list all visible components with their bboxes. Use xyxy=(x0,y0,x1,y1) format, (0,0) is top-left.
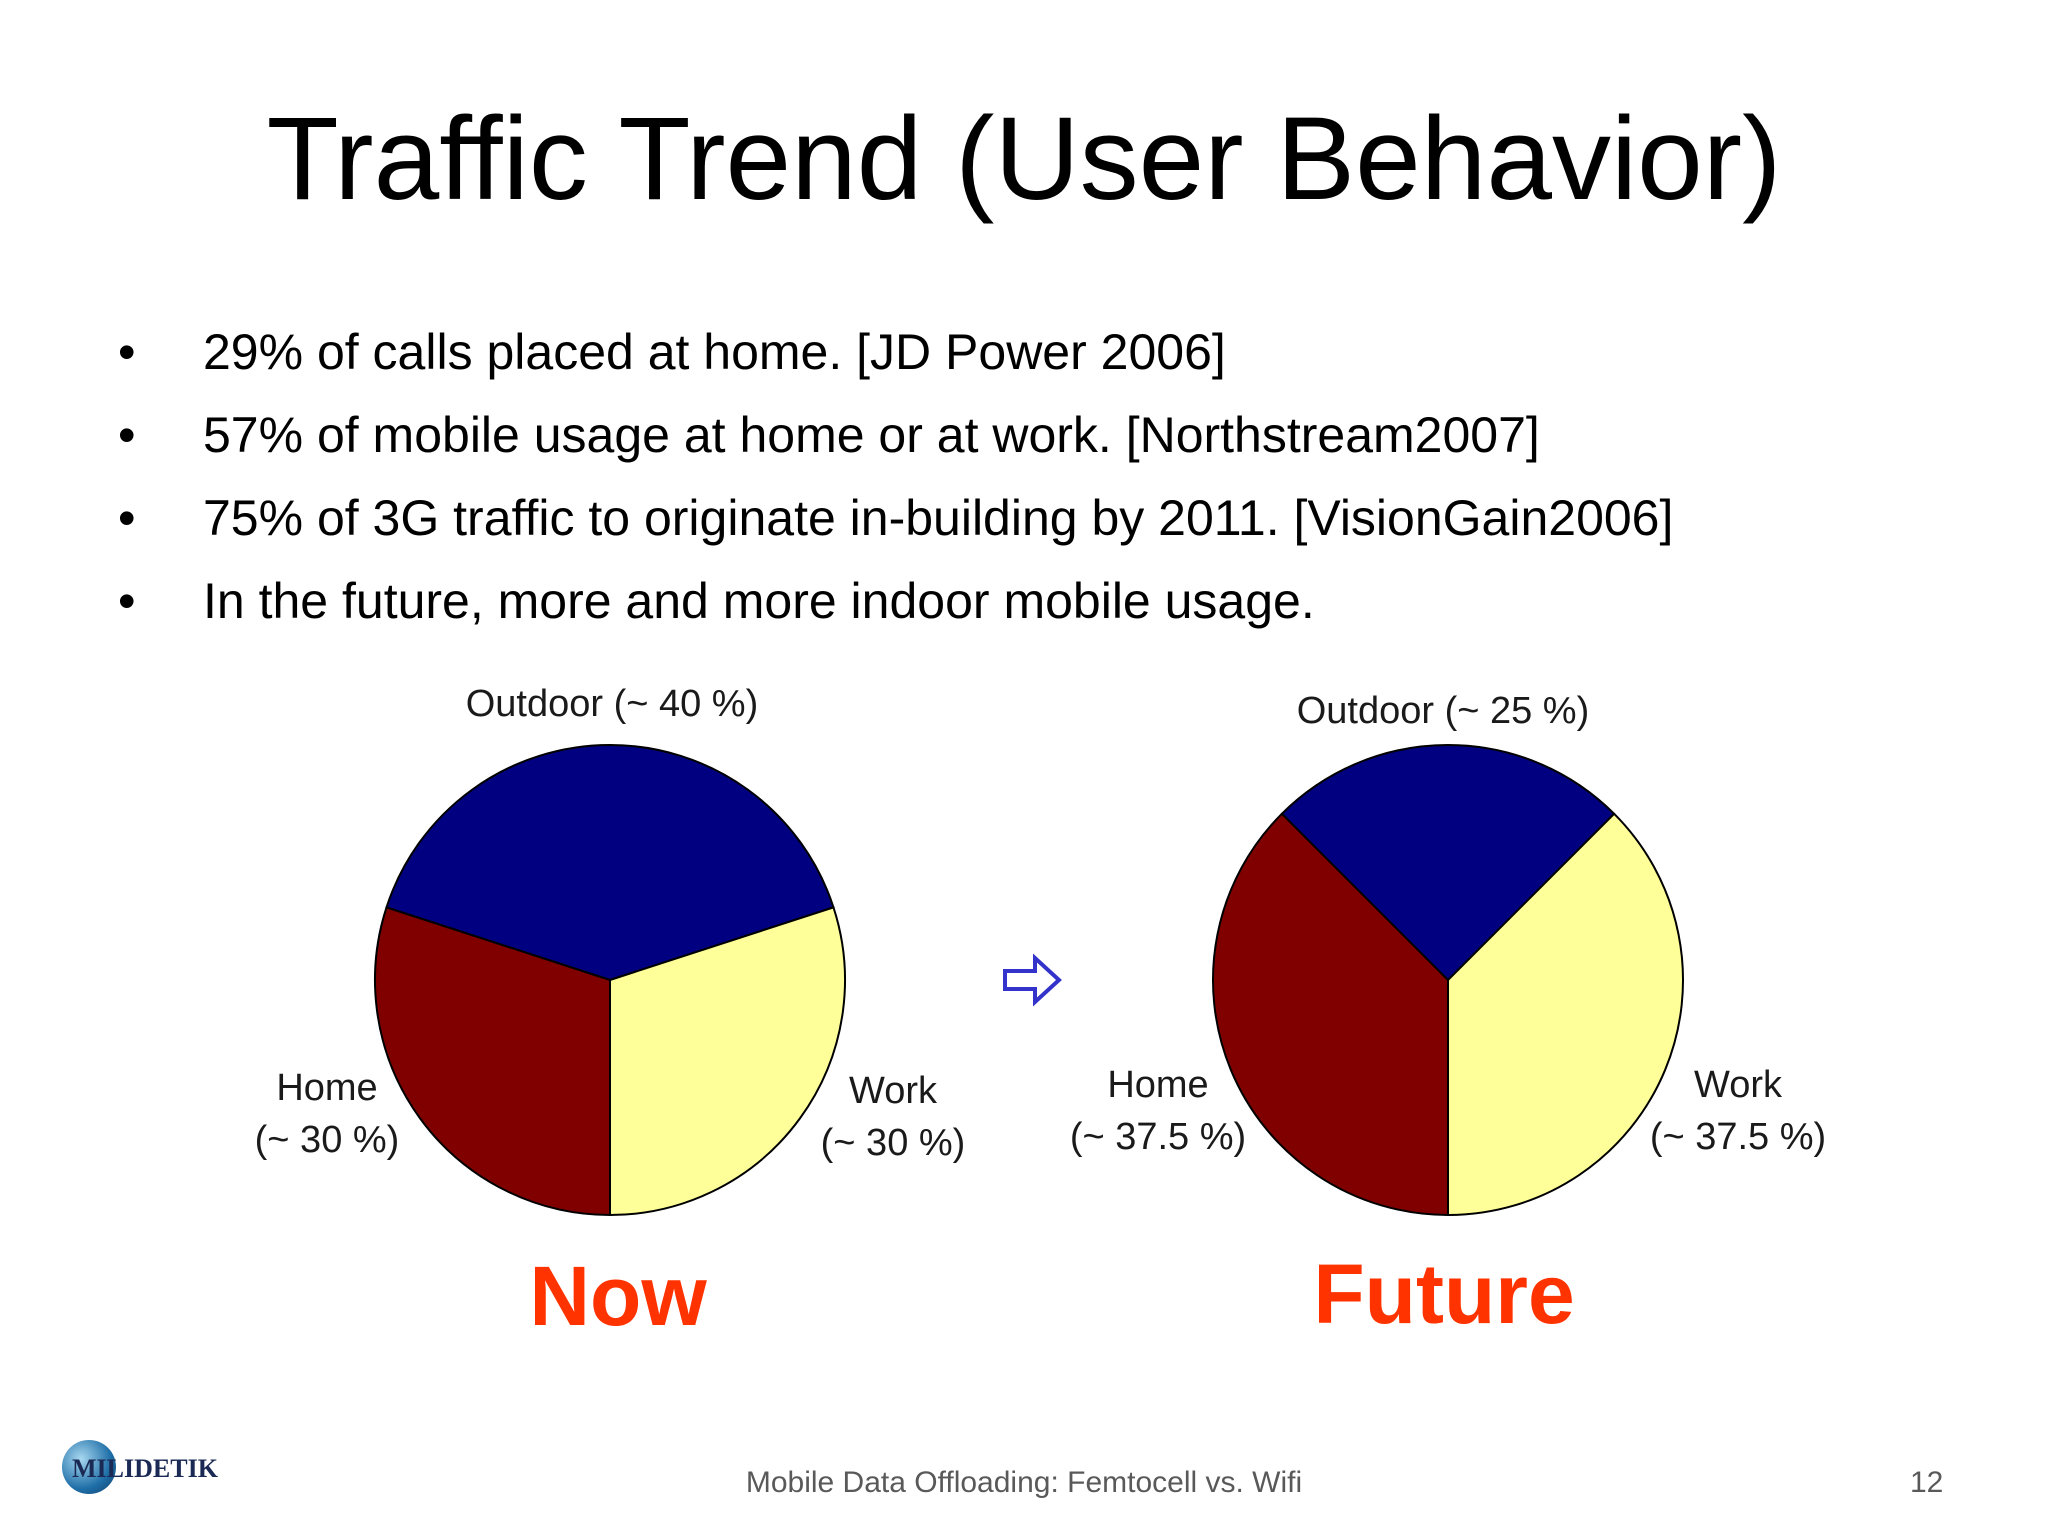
pie-slice-work xyxy=(1447,812,1684,1217)
bullet-dot: • xyxy=(118,407,136,463)
pie-charts: Outdoor (~ 40 %) Work (~ 30 %) Home (~ 30 %)… xyxy=(255,683,1827,1343)
slice-label-outdoor: Outdoor (~ 40 %) xyxy=(466,683,759,725)
logo-text: MILIDETIK xyxy=(72,1454,218,1483)
bullet-text: In the future, more and more indoor mobi… xyxy=(203,573,1315,629)
right-arrow-icon xyxy=(1003,953,1062,1007)
page-number: 12 xyxy=(1910,1466,1944,1499)
globe-logo-icon xyxy=(62,1440,116,1494)
bullet-item: • In the future, more and more indoor mob… xyxy=(118,571,1673,654)
slide-title: Traffic Trend (User Behavior) xyxy=(266,93,1782,225)
pie-slice-home xyxy=(1212,812,1449,1217)
bullet-dot: • xyxy=(118,573,136,629)
slice-value-home: (~ 30 %) xyxy=(255,1119,400,1161)
slice-label-home: Home xyxy=(1107,1064,1208,1106)
bullet-dot: • xyxy=(118,324,136,380)
slice-label-home: Home xyxy=(276,1067,377,1109)
slice-label-work: Work xyxy=(849,1070,938,1112)
pie-slice-home xyxy=(374,906,611,1217)
bullet-text: 75% of 3G traffic to originate in-buildi… xyxy=(203,490,1674,546)
slice-label-work: Work xyxy=(1694,1064,1783,1106)
slice-value-home: (~ 37.5 %) xyxy=(1070,1116,1246,1158)
chart-caption: Future xyxy=(1313,1247,1574,1341)
footer-text: Mobile Data Offloading: Femtocell vs. Wi… xyxy=(745,1466,1303,1499)
slice-label-outdoor: Outdoor (~ 25 %) xyxy=(1297,690,1590,732)
slice-value-work: (~ 30 %) xyxy=(821,1122,966,1164)
logo: MILIDETIK xyxy=(56,1436,218,1506)
pie-slice-work xyxy=(609,906,846,1217)
bullet-list: • 29% of calls placed at home. [JD Power … xyxy=(118,322,1673,654)
chart-caption: Now xyxy=(529,1249,707,1343)
slice-value-work: (~ 37.5 %) xyxy=(1650,1116,1826,1158)
pie-slice-outdoor xyxy=(385,744,835,982)
bullet-text: 57% of mobile usage at home or at work. … xyxy=(203,407,1540,463)
bullet-item: • 57% of mobile usage at home or at work.… xyxy=(118,405,1673,488)
bullet-item: • 29% of calls placed at home. [JD Power … xyxy=(118,322,1673,405)
bullet-item: • 75% of 3G traffic to originate in-build… xyxy=(118,488,1673,571)
bullet-text: 29% of calls placed at home. [JD Power 2… xyxy=(203,324,1226,380)
bullet-dot: • xyxy=(118,490,136,546)
pie-slice-outdoor xyxy=(1280,744,1616,982)
